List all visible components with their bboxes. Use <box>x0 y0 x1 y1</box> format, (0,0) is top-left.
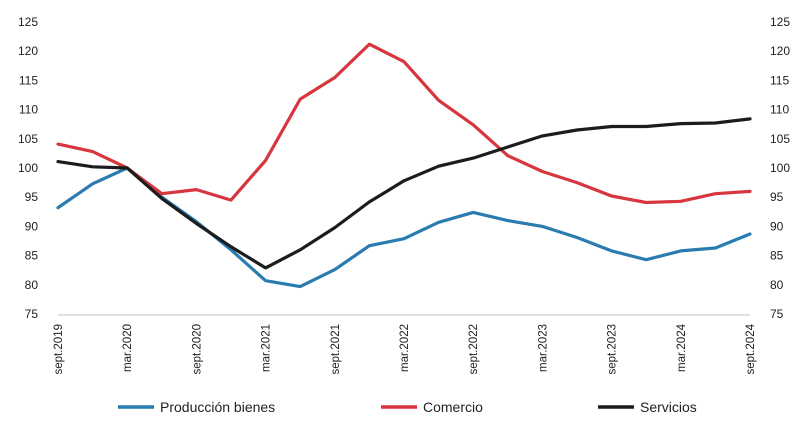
x-tick-label: mar.2023 <box>537 324 549 372</box>
y-tick-label-left: 115 <box>19 73 38 87</box>
y-tick-label-left: 125 <box>18 15 38 29</box>
y-tick-label-right: 105 <box>770 132 790 146</box>
y-tick-label-right: 120 <box>770 44 790 58</box>
series-line-comercio <box>56 42 752 205</box>
y-tick-label-right: 100 <box>770 161 790 175</box>
x-tick-label: sept.2022 <box>468 324 480 375</box>
left-y-axis: 75 80 85 90 95 100 105 110 115 120 125 <box>18 15 38 321</box>
y-tick-label-left: 90 <box>25 219 39 233</box>
x-tick-label: sept.2020 <box>191 324 203 375</box>
y-tick-label-right: 75 <box>770 307 784 321</box>
legend-label: Servicios <box>640 399 697 415</box>
y-tick-label-left: 120 <box>18 44 38 58</box>
x-tick-label: mar.2020 <box>122 324 134 372</box>
y-tick-label-left: 105 <box>18 132 38 146</box>
y-tick-label-left: 85 <box>25 249 39 263</box>
legend-label: Comercio <box>423 399 483 415</box>
x-tick-label: sept.2024 <box>745 323 757 374</box>
y-tick-label-right: 80 <box>770 278 784 292</box>
x-tick-label: sept.2021 <box>330 324 342 375</box>
y-tick-label-right: 125 <box>770 15 790 29</box>
series-line-producción-bienes <box>56 166 752 289</box>
legend: Producción bienes Comercio Servicios <box>118 399 697 415</box>
x-tick-label: mar.2021 <box>261 324 273 372</box>
x-tick-label: sept.2019 <box>53 324 65 375</box>
right-y-axis: 75 80 85 90 95 100 105 110 115 120 125 <box>770 15 790 321</box>
series-lines <box>56 42 752 289</box>
y-tick-label-right: 90 <box>770 219 784 233</box>
y-tick-label-left: 100 <box>18 161 38 175</box>
y-tick-label-left: 110 <box>19 103 38 117</box>
x-axis: sept.2019 mar.2020 sept.2020 mar.2021 sept.2… <box>53 314 757 375</box>
y-tick-label-left: 80 <box>25 278 39 292</box>
x-tick-label: mar.2022 <box>399 324 411 372</box>
x-tick-label: sept.2023 <box>607 324 619 375</box>
y-tick-label-right: 85 <box>770 249 784 263</box>
series-line-servicios <box>56 117 752 270</box>
x-tick-label: mar.2024 <box>676 323 688 372</box>
legend-label: Producción bienes <box>160 399 275 415</box>
y-tick-label-left: 95 <box>25 190 39 204</box>
y-tick-label-right: 115 <box>770 73 789 87</box>
y-tick-label-left: 75 <box>25 307 39 321</box>
y-tick-label-right: 110 <box>770 103 789 117</box>
y-tick-label-right: 95 <box>770 190 784 204</box>
